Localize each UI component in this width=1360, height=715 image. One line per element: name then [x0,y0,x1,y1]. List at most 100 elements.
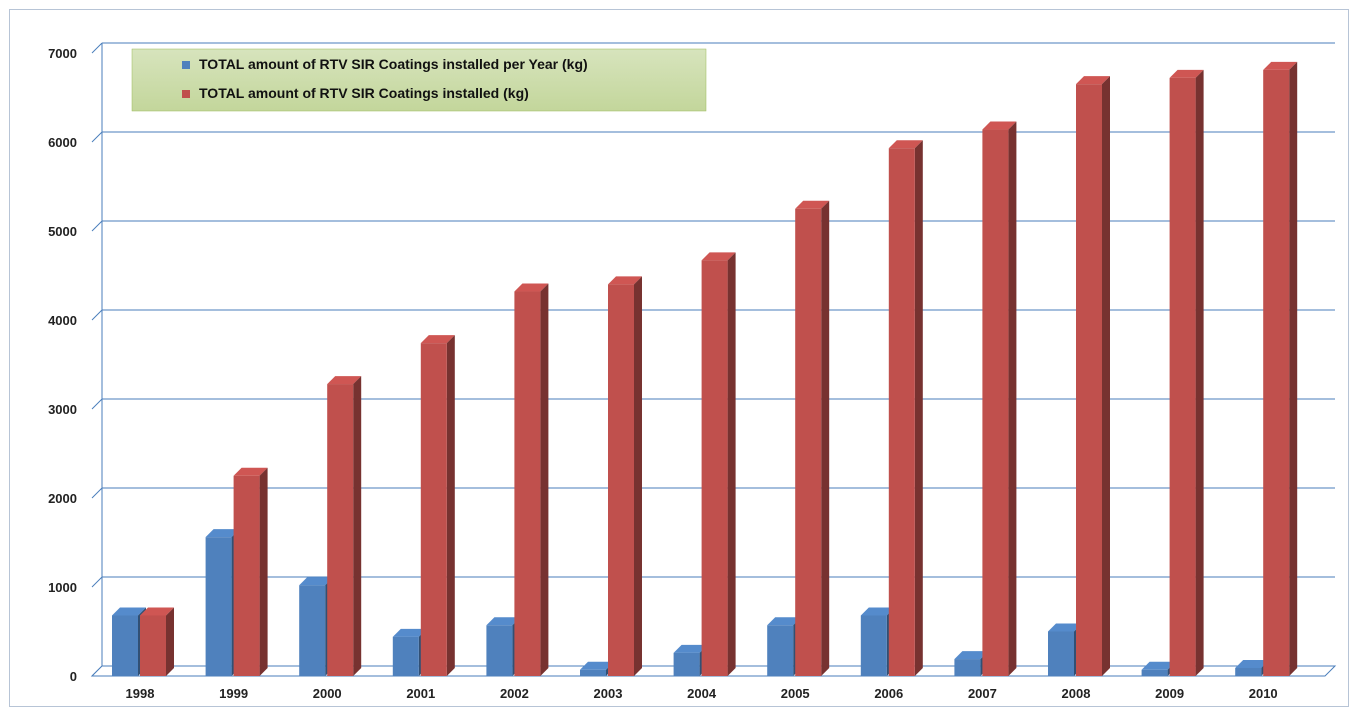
legend: TOTAL amount of RTV SIR Coatings install… [131,48,707,112]
y-tick-label: 4000 [48,313,77,328]
bar-top [420,335,455,344]
bar-front [860,615,887,676]
bar-total-2009 [1169,69,1204,677]
bar-top [233,467,268,476]
bar-side [259,467,268,676]
bar-front [1263,69,1290,676]
y-tick-label: 7000 [48,46,77,61]
bar-top [392,628,427,637]
x-tick-label: 2000 [313,686,342,701]
gridline-depth [91,220,103,232]
bar-total-2004 [701,252,736,676]
y-tick-label: 2000 [48,491,77,506]
x-tick-label: 2004 [687,686,717,701]
bar-front [299,585,326,676]
legend-swatch-per-year [182,61,190,69]
gridline-depth [91,398,103,410]
y-tick-label: 3000 [48,402,77,417]
bar-total-2001 [420,335,455,676]
bar-top [112,607,146,616]
x-tick-label: 2008 [1062,686,1091,701]
bar-front [112,615,138,676]
gridline-depth [91,309,103,321]
bar-total-2003 [608,276,642,676]
x-tick-label: 2003 [594,686,623,701]
y-tick-label: 0 [70,669,77,684]
bar-side [353,376,362,676]
bar-front [954,659,981,676]
bar-total-1999 [233,467,268,676]
bar-top [205,529,240,538]
bar-top [767,617,802,626]
bar-side [1102,76,1110,676]
bar-total-2005 [795,200,830,676]
gridline-depth [91,576,103,588]
bar-front [392,636,419,676]
bar-top [673,644,708,653]
bar-side [1195,69,1204,677]
bar-front [1076,84,1102,676]
bar-side [727,252,736,676]
bar-front [140,615,166,676]
bar-top [1235,659,1270,668]
bar-top [701,252,736,261]
bar-top [1169,69,1204,78]
bar-total-1998 [140,607,174,676]
bar-top [1048,623,1082,632]
bar-total-2000 [327,376,362,676]
x-tick-label: 2001 [406,686,435,701]
bar-front [486,625,513,676]
bar-top [299,577,334,586]
bar-side [446,335,455,676]
x-tick-label: 1998 [126,686,155,701]
bar-top [608,276,642,285]
bar-side [1289,61,1298,677]
y-tick-label: 5000 [48,224,77,239]
bar-front [420,343,447,676]
x-tick-label: 1999 [219,686,248,701]
bar-side [540,283,549,676]
y-tick-label: 6000 [48,135,77,150]
legend-swatch-total [182,90,190,98]
bar-side [914,140,923,677]
gridline-depth [91,487,103,499]
gridline-depth [91,131,103,143]
bar-total-2002 [514,283,549,676]
legend-label-per-year: TOTAL amount of RTV SIR Coatings install… [199,56,588,72]
bar-front [580,669,606,676]
bar-top [1141,661,1176,670]
bar-total-2007 [982,121,1017,677]
chart-frame: 0 1000 2000 3000 4000 5000 6000 7000 1998 1999 20… [9,9,1349,707]
bar-top [140,607,174,616]
bar-top [795,200,830,209]
bar-front [608,284,634,676]
bar-front [1141,669,1168,676]
bar-chart: 0 1000 2000 3000 4000 5000 6000 7000 1998 1999 20… [48,42,1337,701]
bar-top [1263,61,1298,70]
bar-side [166,607,174,676]
legend-box [131,48,707,112]
x-tick-labels: 1998 1999 2000 2001 2002 2003 2004 2005 2006 2007… [126,686,1278,701]
bar-side [1008,121,1017,677]
bar-top [860,607,895,616]
bar-front [233,475,260,676]
bar-front [205,537,232,676]
x-tick-label: 2009 [1155,686,1184,701]
bar-front [673,652,700,676]
bar-top [982,121,1017,130]
bar-front [1235,667,1262,676]
bar-front [888,148,915,677]
x-tick-label: 2002 [500,686,529,701]
bar-top [486,617,521,626]
x-tick-label: 2005 [781,686,810,701]
legend-label-total: TOTAL amount of RTV SIR Coatings install… [199,85,529,101]
bar-front [514,291,541,676]
bar-top [514,283,549,292]
bar-total-2010 [1263,61,1298,677]
bar-top [327,376,362,385]
x-tick-label: 2010 [1249,686,1278,701]
bar-front [795,208,822,676]
bar-top [888,140,923,149]
bars [112,61,1298,677]
gridline-depth [91,42,103,54]
